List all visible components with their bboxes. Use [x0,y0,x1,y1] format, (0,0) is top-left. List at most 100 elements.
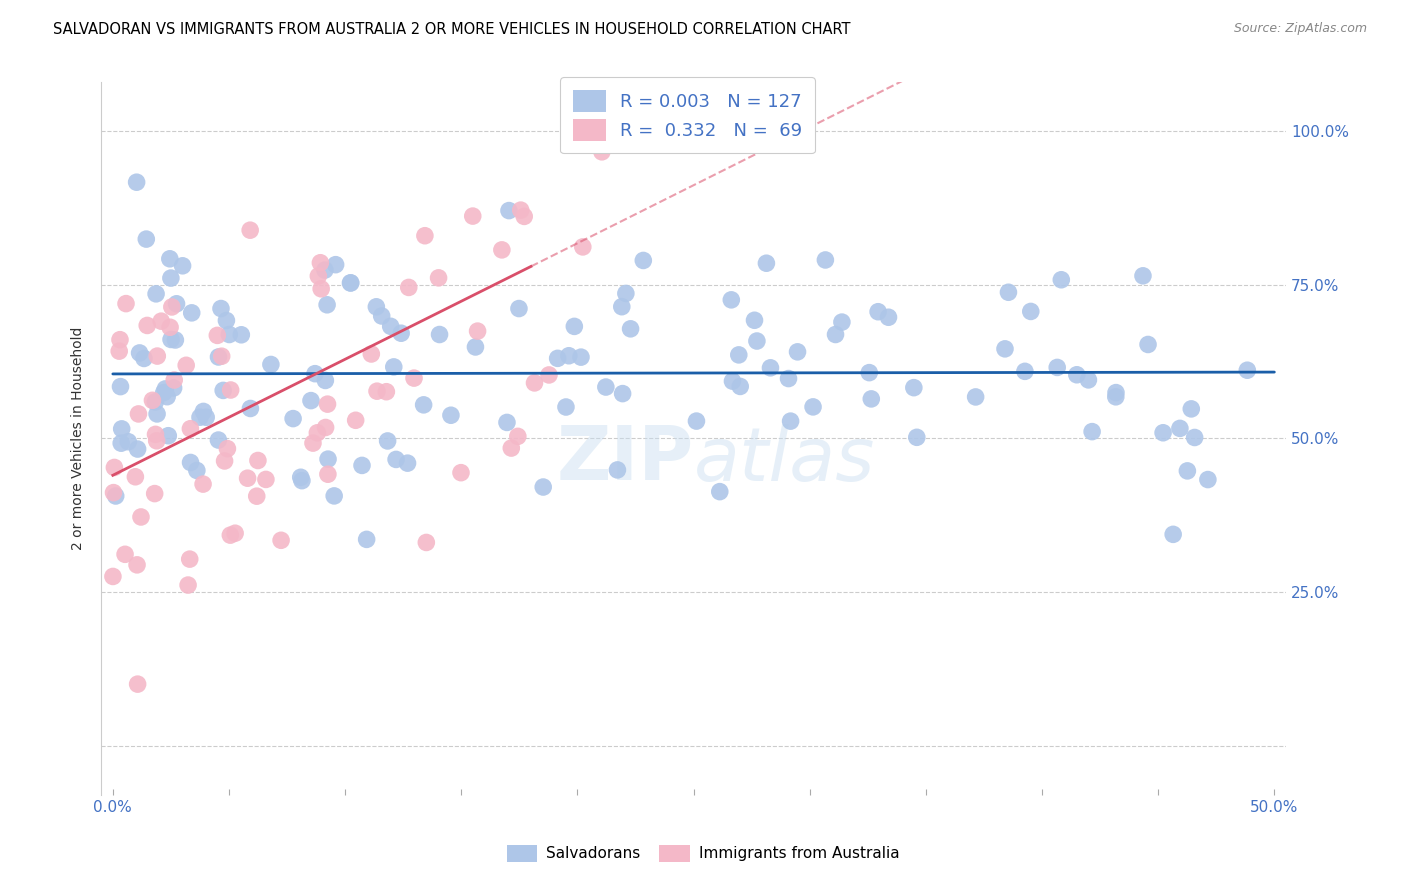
Point [831,315,853,329]
Point [709,484,731,499]
Point [1019,304,1042,318]
Point [224,526,246,541]
Point [858,366,880,380]
Point [239,223,262,237]
Point [965,390,987,404]
Point [207,433,229,447]
Point [415,535,437,549]
Point [145,286,167,301]
Point [159,252,181,266]
Point [350,458,373,473]
Point [195,410,218,425]
Point [239,401,262,416]
Point [402,371,425,385]
Point [498,203,520,218]
Point [633,253,655,268]
Point [427,270,450,285]
Point [685,414,707,428]
Point [513,210,536,224]
Point [467,324,489,338]
Point [558,349,581,363]
Point [1184,430,1206,444]
Point [146,349,169,363]
Point [339,276,361,290]
Point [396,456,419,470]
Point [132,351,155,366]
Point [1077,373,1099,387]
Point [110,379,132,393]
Point [143,486,166,500]
Point [108,344,131,359]
Point [375,384,398,399]
Point [779,414,801,428]
Point [207,350,229,364]
Point [572,240,595,254]
Point [344,413,367,427]
Point [1236,363,1258,377]
Point [323,489,346,503]
Point [136,318,159,333]
Point [270,533,292,548]
Point [231,327,253,342]
Point [461,209,484,223]
Point [496,416,519,430]
Point [905,430,928,444]
Point [860,392,883,406]
Point [180,455,202,469]
Point [316,397,339,411]
Point [165,333,187,347]
Point [612,386,634,401]
Point [356,533,378,547]
Point [172,259,194,273]
Point [127,442,149,456]
Point [429,327,451,342]
Point [191,477,214,491]
Point [1177,464,1199,478]
Point [186,463,208,477]
Point [304,367,326,381]
Point [315,420,337,434]
Point [124,470,146,484]
Point [385,452,408,467]
Text: SALVADORAN VS IMMIGRANTS FROM AUSTRALIA 2 OR MORE VEHICLES IN HOUSEHOLD CORRELAT: SALVADORAN VS IMMIGRANTS FROM AUSTRALIA … [53,22,851,37]
Point [212,384,235,398]
Point [413,228,436,243]
Point [727,348,749,362]
Point [1180,401,1202,416]
Point [159,320,181,334]
Point [174,359,197,373]
Point [877,310,900,325]
Point [103,485,125,500]
Point [314,263,336,277]
Point [143,395,166,409]
Point [523,376,546,390]
Point [814,252,837,267]
Point [254,472,277,486]
Point [744,313,766,327]
Point [508,301,530,316]
Point [1046,360,1069,375]
Legend: Salvadorans, Immigrants from Australia: Salvadorans, Immigrants from Australia [501,838,905,868]
Point [440,409,463,423]
Point [141,393,163,408]
Point [219,528,242,542]
Point [778,371,800,385]
Point [755,256,778,270]
Point [531,480,554,494]
Point [291,474,314,488]
Point [506,429,529,443]
Point [606,463,628,477]
Point [166,297,188,311]
Point [370,309,392,323]
Point [108,333,131,347]
Point [162,381,184,395]
Point [728,379,751,393]
Point [129,510,152,524]
Point [150,314,173,328]
Point [610,300,633,314]
Point [218,327,240,342]
Point [260,358,283,372]
Point [491,243,513,257]
Point [117,434,139,449]
Point [135,232,157,246]
